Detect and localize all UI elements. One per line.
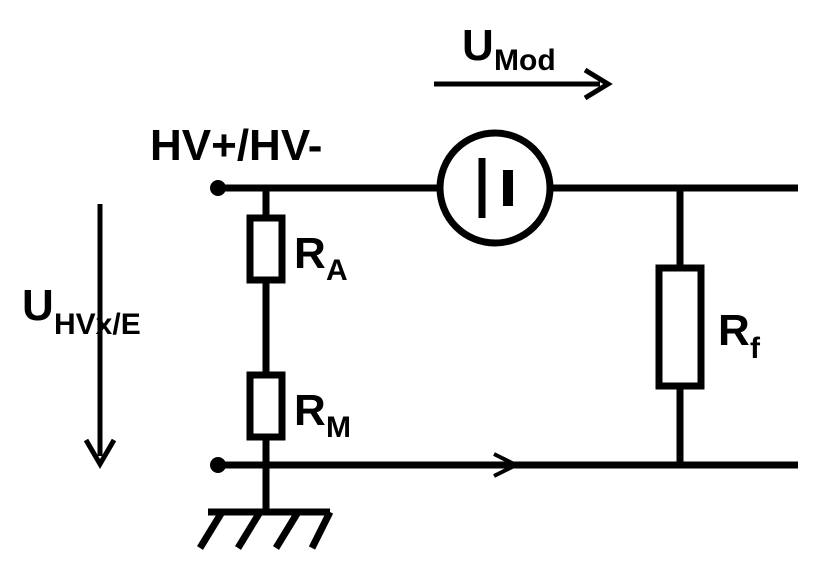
label-rm-main: R (294, 386, 326, 435)
label-hv-node: HV+/HV- (150, 121, 322, 170)
circuit-diagram: U Mod HV+/HV- R A R M R f U HVx/E (0, 0, 822, 577)
label-ra-sub: A (326, 254, 348, 287)
label-u-mod-main: U (462, 21, 494, 70)
label-uhvxe-main: U (22, 281, 54, 330)
resistor-RA (250, 218, 282, 280)
label-rm-sub: M (326, 411, 351, 444)
label-rf-sub: f (750, 332, 761, 365)
voltage-source (440, 133, 550, 243)
node-bottom-left (210, 457, 226, 473)
ground-chassis-icon (200, 512, 330, 548)
label-uhvxe-sub: HVx/E (54, 308, 141, 341)
label-u-mod-sub: Mod (494, 44, 556, 77)
label-rf-main: R (718, 306, 750, 355)
label-ra-main: R (294, 229, 326, 278)
resistor-RM (250, 375, 282, 437)
node-top-left (210, 180, 226, 196)
resistor-Rf (659, 268, 701, 386)
